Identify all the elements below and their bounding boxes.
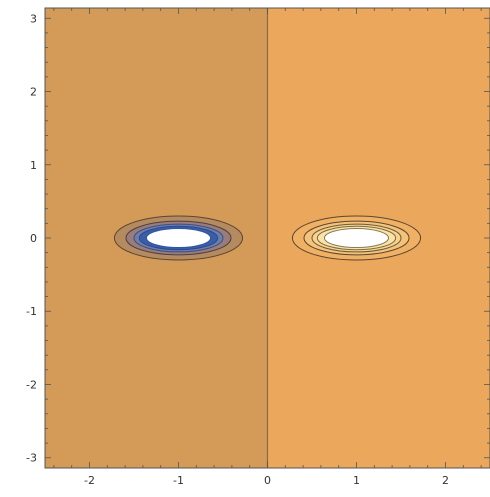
contour-hole [327, 230, 386, 246]
y-tick-label: 0 [30, 232, 37, 245]
x-tick-label: -1 [173, 474, 184, 487]
y-tick-label: 1 [30, 159, 37, 172]
contour-group-right [292, 216, 420, 260]
contour-hole [149, 230, 208, 246]
y-tick-label: 3 [30, 12, 37, 25]
contour-group-left [114, 216, 242, 260]
y-tick-label: -3 [26, 452, 37, 465]
x-tick-label: 2 [442, 474, 449, 487]
x-tick-label: 0 [264, 474, 271, 487]
y-tick-label: -2 [26, 378, 37, 391]
y-tick-label: 2 [30, 86, 37, 99]
y-tick-label: -1 [26, 305, 37, 318]
x-tick-label: -2 [84, 474, 95, 487]
x-tick-label: 1 [353, 474, 360, 487]
